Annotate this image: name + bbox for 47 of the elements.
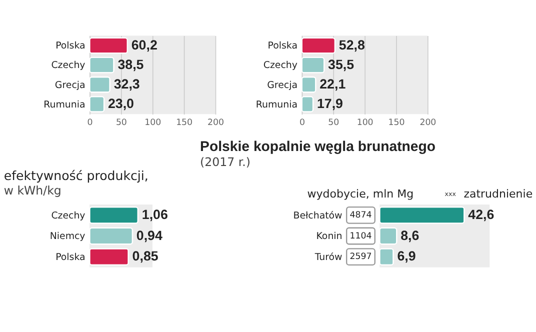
- y-tick-label: Rumunia: [256, 99, 298, 110]
- x-tick-label: 50: [328, 118, 340, 128]
- x-tick-label: 150: [388, 118, 405, 128]
- data-label: 42,6: [468, 207, 494, 222]
- y-tick-label: Czechy: [51, 60, 86, 72]
- chart-subtitle: w kWh/kg: [4, 183, 62, 198]
- data-label: 1,06: [142, 207, 168, 222]
- data-label: 17,9: [316, 96, 343, 112]
- x-tick-label: 100: [356, 118, 374, 128]
- y-tick-label: Polska: [56, 40, 86, 52]
- text: 1104: [350, 231, 372, 242]
- text: 2597: [350, 252, 372, 262]
- text: (2017 r.): [200, 155, 250, 170]
- y-tick-label: Grecja: [54, 80, 86, 91]
- x-tick-label: 100: [144, 118, 162, 128]
- y-tick-label: Bełchatów: [293, 210, 343, 222]
- series-label: wydobycie, mln Mg: [307, 187, 414, 200]
- x-tick-label: 0: [299, 118, 305, 128]
- data-label: 8,6: [400, 228, 420, 243]
- y-tick-label: Turów: [314, 252, 343, 263]
- data-label: 32,3: [114, 76, 140, 92]
- data-label: 0,85: [132, 248, 159, 264]
- text: zatrudnienie: [464, 187, 533, 200]
- text: 4874: [350, 210, 372, 221]
- data-label: 0,94: [136, 228, 163, 243]
- data-label: 60,2: [131, 37, 158, 52]
- chart-title: Polskie kopalnie węgla brunatnego: [200, 138, 436, 154]
- y-tick-label: Polska: [268, 40, 298, 52]
- chart-title: efektywność produkcji,: [4, 168, 148, 184]
- y-tick-label: Grecja: [267, 80, 298, 91]
- data-label: 22,1: [320, 76, 346, 92]
- x-tick-label: 50: [116, 118, 127, 128]
- y-tick-label: Rumunia: [44, 99, 86, 110]
- data-label: 23,0: [108, 96, 134, 112]
- y-tick-label: Czechy: [263, 60, 298, 72]
- data-label: 52,8: [338, 37, 366, 52]
- x-tick-label: 200: [208, 118, 224, 128]
- y-tick-label: Niemcy: [50, 231, 86, 242]
- x-tick-label: 150: [176, 118, 193, 128]
- y-tick-label: Konin: [316, 231, 342, 242]
- x-tick-label: 0: [87, 118, 93, 128]
- y-tick-label: Czechy: [51, 210, 86, 222]
- x-tick-label: 200: [420, 118, 436, 128]
- y-tick-label: Polska: [56, 252, 86, 263]
- data-label: 35,5: [328, 57, 355, 72]
- data-label: 6,9: [397, 248, 416, 264]
- data-label: 38,5: [118, 57, 144, 72]
